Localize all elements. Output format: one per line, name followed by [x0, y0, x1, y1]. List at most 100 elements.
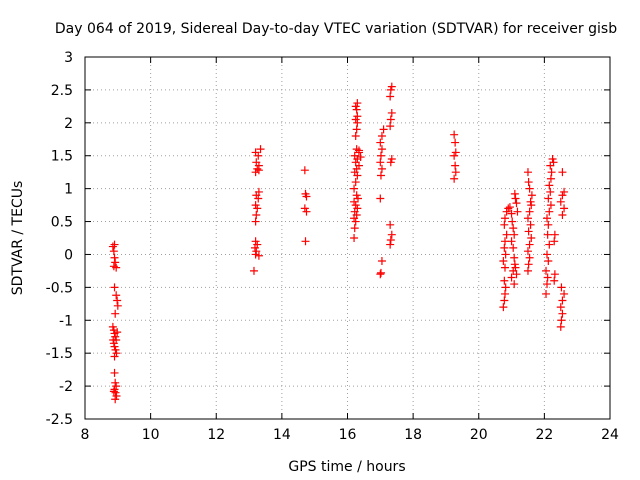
data-point — [111, 345, 120, 354]
data-point — [556, 322, 565, 331]
data-point — [450, 130, 459, 139]
data-point — [251, 168, 260, 177]
data-point — [110, 368, 119, 377]
data-point — [525, 207, 534, 216]
data-point — [527, 234, 536, 242]
data-point — [386, 158, 395, 167]
data-point — [386, 220, 395, 229]
plot-frame — [84, 56, 611, 420]
x-tick-label: 8 — [81, 427, 90, 443]
data-point — [556, 197, 565, 206]
data-point — [501, 250, 510, 259]
data-point — [557, 316, 566, 325]
data-point — [351, 158, 360, 167]
data-point — [111, 258, 120, 267]
data-point — [111, 332, 120, 341]
x-tick-label: 18 — [404, 427, 422, 443]
x-tick-label: 16 — [339, 427, 357, 443]
data-point — [352, 125, 361, 134]
data-point — [350, 184, 359, 193]
data-point — [110, 342, 119, 351]
y-tick-label: 1 — [64, 182, 73, 198]
data-point — [110, 240, 119, 249]
x-tick-label: 24 — [601, 427, 619, 443]
data-point — [350, 151, 359, 160]
data-point — [111, 395, 120, 404]
data-point — [300, 204, 309, 213]
data-point — [386, 115, 395, 124]
data-point — [352, 210, 361, 219]
data-point — [499, 303, 508, 312]
data-point — [353, 99, 362, 108]
data-point — [451, 148, 460, 157]
data-point — [351, 131, 360, 140]
x-axis-label: GPS time / hours — [288, 459, 405, 475]
data-point — [377, 145, 386, 154]
data-point — [251, 217, 260, 226]
data-point — [558, 168, 567, 177]
data-point — [251, 237, 260, 246]
data-point — [556, 303, 565, 312]
data-point — [251, 201, 260, 210]
data-point — [376, 268, 385, 277]
data-point — [524, 227, 533, 236]
data-point — [507, 237, 516, 246]
y-tick-label: 0 — [64, 247, 73, 263]
data-point — [249, 266, 258, 275]
data-point — [546, 174, 555, 183]
data-point — [510, 230, 519, 239]
data-point — [351, 115, 360, 124]
data-point — [112, 291, 121, 300]
data-point — [256, 145, 265, 154]
data-point — [501, 289, 509, 298]
data-point — [376, 270, 385, 279]
data-point — [542, 266, 551, 275]
data-point — [451, 161, 460, 170]
grid-lines — [85, 57, 610, 419]
data-point — [508, 217, 517, 226]
data-point — [510, 260, 519, 269]
data-point — [350, 168, 359, 177]
data-point — [560, 289, 569, 298]
x-tick-label: 14 — [273, 427, 291, 443]
data-point — [252, 210, 261, 219]
data-point — [547, 168, 556, 177]
data-point — [377, 131, 386, 140]
data-point — [110, 352, 119, 361]
data-point — [525, 240, 534, 249]
data-point — [525, 253, 534, 262]
data-point — [545, 240, 554, 249]
x-tick-label: 10 — [142, 427, 160, 443]
data-point — [251, 250, 260, 259]
data-point — [301, 237, 310, 246]
data-point — [354, 194, 362, 203]
data-point — [523, 168, 532, 177]
data-point — [376, 171, 385, 180]
data-point — [300, 166, 309, 175]
data-point — [501, 263, 509, 272]
data-point — [501, 283, 510, 292]
data-point — [252, 247, 261, 256]
data-point — [109, 247, 118, 256]
data-point — [302, 192, 311, 201]
data-point — [386, 240, 395, 249]
data-point — [558, 309, 567, 318]
data-point — [558, 210, 567, 219]
data-point — [557, 283, 566, 292]
data-point — [526, 220, 535, 229]
chart-title: Day 064 of 2019, Sidereal Day-to-day VTE… — [55, 21, 617, 37]
data-point — [513, 207, 522, 216]
data-point — [500, 243, 509, 252]
y-tick-label: 1.5 — [51, 149, 73, 165]
tick-labels: 8 10 12 14 16 18 20 22 24 -2.5 -2 -1.5 -1 -0.5 0 0.5 1 1.… — [46, 50, 619, 443]
data-point — [376, 138, 385, 147]
data-point — [549, 158, 558, 167]
data-point — [386, 92, 395, 101]
data-point — [377, 257, 386, 266]
data-point — [387, 155, 396, 164]
data-point — [110, 283, 119, 292]
y-tick-label: 0.5 — [51, 215, 73, 231]
data-point — [376, 158, 385, 167]
data-point — [550, 276, 559, 285]
data-point — [254, 187, 263, 196]
